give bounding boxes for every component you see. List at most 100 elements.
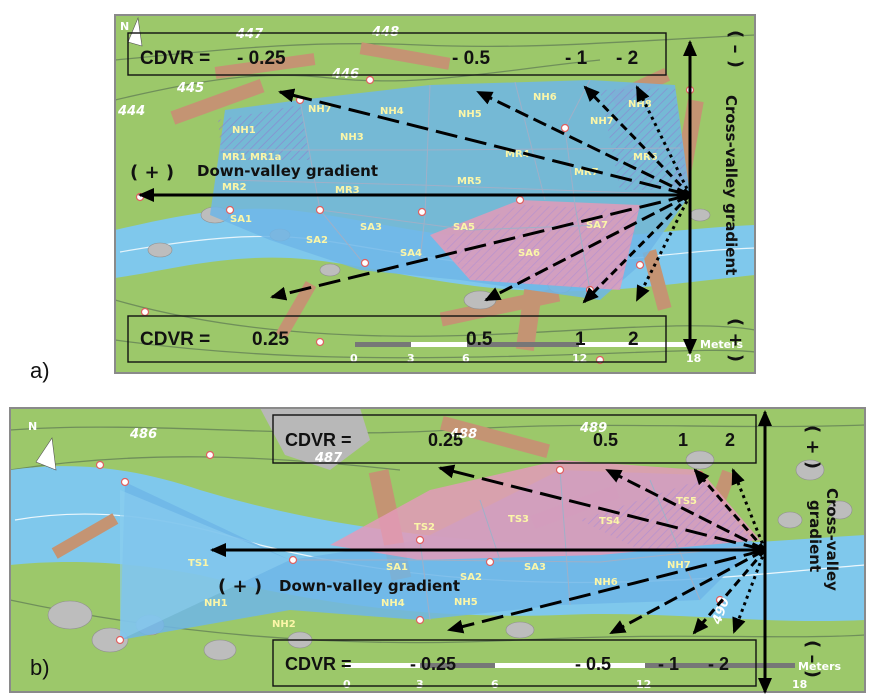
cdvr-prefix: CDVR = <box>140 329 210 350</box>
rock-outcrop <box>260 408 370 470</box>
cdvr-bottom-box <box>127 315 667 363</box>
cross-valley-sign-top: ( – ) <box>725 30 746 68</box>
panel-a: NH7 NH1 NH3 NH4 NH5 NH6 NH7 NH8 MR1 MR1a… <box>30 14 756 383</box>
cdvr-value: - 0.25 <box>410 654 456 674</box>
panel-label: b) <box>30 655 50 680</box>
zone-label: NH4 <box>380 106 404 117</box>
zone-label: SA3 <box>360 222 382 233</box>
cdvr-value: 2 <box>725 430 735 450</box>
cdvr-value: 1 <box>678 430 688 450</box>
cdvr-value: 1 <box>575 329 586 350</box>
cdvr-value: - 0.5 <box>452 48 490 69</box>
scale-tick: 18 <box>792 678 807 691</box>
cdvr-value: - 1 <box>658 654 679 674</box>
down-valley-label: Down-valley gradient <box>279 577 460 595</box>
zone-label: NH2 <box>272 619 296 630</box>
cdvr-rays <box>270 85 692 304</box>
cdvr-value: 0.5 <box>593 430 618 450</box>
contour-label: 447 <box>235 27 264 42</box>
cdvr-rays <box>438 464 767 635</box>
cdvr-value: - 1 <box>565 48 588 69</box>
scale-tick: 12 <box>572 352 587 365</box>
scale-tick: 6 <box>491 678 499 691</box>
down-valley-sign: ( + ) <box>130 162 174 183</box>
scale-tick: 3 <box>407 352 415 365</box>
zone-label: NH7 <box>590 116 614 127</box>
contour-label: 487 <box>314 451 343 466</box>
zone-label: MR2 <box>222 182 247 193</box>
zone-label: NH8 <box>628 99 652 110</box>
cdvr-value: - 2 <box>708 654 729 674</box>
contour-labels: 486 488 489 487 490 <box>129 421 733 627</box>
zone-label: SA2 <box>306 235 328 246</box>
zone-labels: NH7 NH1 NH3 NH4 NH5 NH6 NH7 NH8 MR1 MR1a… <box>222 92 658 259</box>
contour-label: 486 <box>129 427 157 442</box>
zone-label: MR6 <box>633 152 658 163</box>
zone-label: NH4 <box>381 598 405 609</box>
cross-valley-label: Cross-valley gradient <box>722 95 740 275</box>
zone-label: TS5 <box>676 496 697 507</box>
svg-text:N: N <box>120 20 129 33</box>
cross-valley-sign-bottom: ( + ) <box>725 318 746 362</box>
zone-label: NH1 <box>232 125 256 136</box>
scale-tick: 6 <box>462 352 470 365</box>
zone-label: SA2 <box>460 572 482 583</box>
zone-label: SA1 <box>230 214 252 225</box>
zone-label: NH7 <box>667 560 691 571</box>
zone-label: SA1 <box>386 562 408 573</box>
cross-valley-label: Cross-valley <box>823 488 841 591</box>
scale-tick: 0 <box>343 678 351 691</box>
cdvr-value: 0.25 <box>252 329 289 350</box>
panel-frame <box>114 14 756 374</box>
zone-labels: TS1 TS2 TS3 TS4 TS5 SA1 SA2 SA3 NH1 NH2 … <box>188 496 697 630</box>
cdvr-bottom-box <box>272 639 757 687</box>
zone-label: MR7 <box>574 167 599 178</box>
north-arrow-icon: N <box>28 420 57 471</box>
scale-bar: 0 3 6 12 18 Meters <box>343 660 842 691</box>
cross-valley-sign-top: ( + ) <box>802 425 823 469</box>
zone-label: TS2 <box>414 522 435 533</box>
cdvr-prefix: CDVR = <box>140 48 210 69</box>
zone-label: NH3 <box>340 132 364 143</box>
zone-label: NH6 <box>533 92 557 103</box>
zone-label: SA6 <box>518 248 540 259</box>
cdvr-top-box <box>272 414 757 464</box>
cdvr-value: 0.5 <box>466 329 493 350</box>
zone-label: MR1 <box>222 152 247 163</box>
zone-label: MR3 <box>335 185 360 196</box>
zone-label: SA3 <box>524 562 546 573</box>
cdvr-prefix: CDVR = <box>285 654 352 674</box>
svg-text:N: N <box>28 420 37 433</box>
scale-tick: 12 <box>636 678 651 691</box>
contour-lines <box>115 34 755 359</box>
cdvr-value: - 0.25 <box>237 48 286 69</box>
cdvr-value: 0.25 <box>428 430 463 450</box>
panel-label: a) <box>30 358 50 383</box>
zone-label: TS1 <box>188 558 209 569</box>
contour-label: 445 <box>176 81 204 96</box>
scale-unit: Meters <box>798 660 842 673</box>
zone-label: SA5 <box>453 222 475 233</box>
contour-label: 489 <box>579 421 607 436</box>
scale-tick: 3 <box>416 678 424 691</box>
panel-b: TS1 TS2 TS3 TS4 TS5 SA1 SA2 SA3 NH1 NH2 … <box>9 407 866 694</box>
cross-valley-label: gradient <box>806 500 824 572</box>
panel-frame <box>9 407 866 693</box>
zone-label: NH7 <box>308 104 332 115</box>
zone-label: MR1a <box>250 152 281 163</box>
zone-label: NH6 <box>594 577 618 588</box>
cdvr-value: 2 <box>628 329 639 350</box>
zone-mesh <box>290 469 761 621</box>
zone-label: MR4 <box>505 149 530 160</box>
zone-label: NH5 <box>454 597 478 608</box>
zone-label: TS3 <box>508 514 529 525</box>
scale-tick: 0 <box>350 352 358 365</box>
down-valley-sign: ( + ) <box>218 576 262 597</box>
scale-tick: 18 <box>686 352 701 365</box>
scale-bar: 0 3 6 12 18 Meters <box>350 338 744 365</box>
contour-label: 444 <box>117 104 145 119</box>
contour-label: 488 <box>449 427 477 442</box>
zone-label: SA4 <box>400 248 422 259</box>
north-arrow-icon: N <box>120 16 143 47</box>
